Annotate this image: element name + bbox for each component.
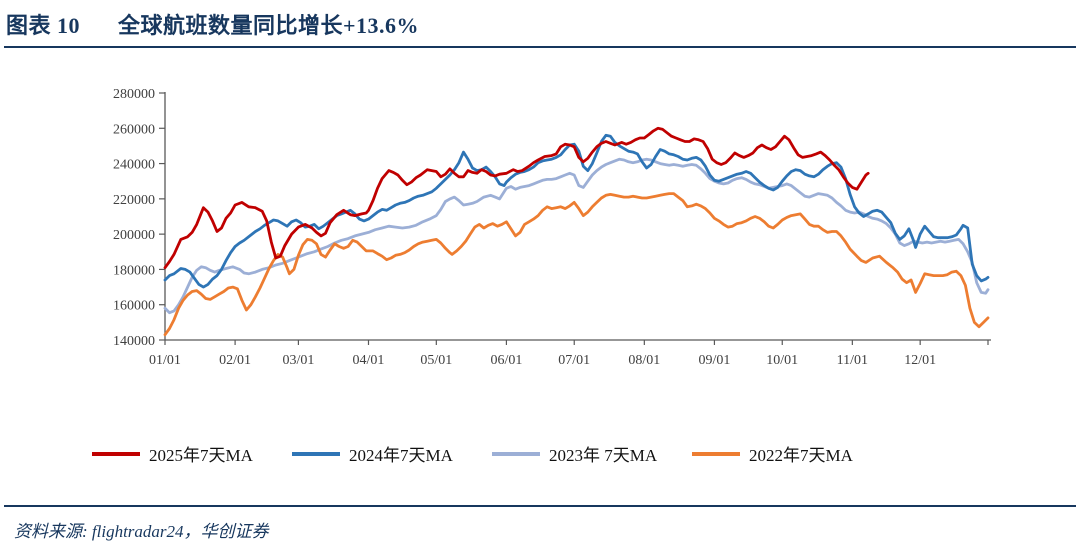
x-tick-label: 01/01 bbox=[149, 353, 181, 368]
x-tick-label: 06/01 bbox=[490, 353, 522, 368]
source-divider bbox=[4, 505, 1076, 507]
y-tick-label: 240000 bbox=[113, 158, 155, 173]
x-tick-label: 04/01 bbox=[353, 353, 385, 368]
legend-label: 2023年 7天MA bbox=[549, 446, 658, 465]
x-tick-label: 02/01 bbox=[219, 353, 251, 368]
y-tick-label: 260000 bbox=[113, 122, 155, 137]
chart-legend: 2025年7天MA 2024年7天MA 2023年 7天MA 2022年7天MA bbox=[92, 441, 853, 466]
legend-swatch-2023 bbox=[492, 451, 540, 456]
x-tick-label: 05/01 bbox=[420, 353, 452, 368]
title-divider bbox=[4, 46, 1076, 48]
legend-item-2025: 2025年7天MA bbox=[92, 441, 292, 466]
figure-title: 图表 10 全球航班数量同比增长+13.6% bbox=[6, 8, 419, 40]
x-tick-label: 10/01 bbox=[766, 353, 798, 368]
figure-title-text: 全球航班数量同比增长+13.6% bbox=[118, 13, 420, 38]
y-tick-label: 280000 bbox=[113, 87, 155, 102]
y-tick-label: 160000 bbox=[113, 299, 155, 314]
series-line-2025年7天MA bbox=[163, 126, 870, 270]
legend-swatch-2025 bbox=[92, 451, 140, 456]
legend-label: 2024年7天MA bbox=[349, 446, 453, 465]
series-line-2022年7天MA bbox=[163, 192, 990, 337]
x-tick-label: 07/01 bbox=[558, 353, 590, 368]
y-tick-label: 200000 bbox=[113, 228, 155, 243]
legend-label: 2022年7天MA bbox=[749, 446, 853, 465]
legend-swatch-2022 bbox=[692, 451, 740, 456]
legend-item-2024: 2024年7天MA bbox=[292, 441, 492, 466]
x-tick-label: 12/01 bbox=[904, 353, 936, 368]
x-tick-label: 11/01 bbox=[837, 353, 868, 368]
legend-item-2023: 2023年 7天MA bbox=[492, 441, 692, 466]
legend-swatch-2024 bbox=[292, 451, 340, 456]
y-tick-label: 140000 bbox=[113, 334, 155, 349]
y-tick-label: 180000 bbox=[113, 263, 155, 278]
source-text: 资料来源: flightradar24，华创证券 bbox=[14, 522, 269, 541]
series-line-2023年 7天MA bbox=[163, 157, 990, 315]
figure-label: 图表 10 bbox=[6, 13, 81, 38]
legend-label: 2025年7天MA bbox=[149, 446, 253, 465]
legend-item-2022: 2022年7天MA bbox=[692, 441, 853, 466]
x-tick-label: 09/01 bbox=[698, 353, 730, 368]
x-tick-label: 03/01 bbox=[282, 353, 314, 368]
y-tick-label: 220000 bbox=[113, 193, 155, 208]
series-line-2024年7天MA bbox=[163, 133, 990, 289]
x-tick-label: 08/01 bbox=[628, 353, 660, 368]
